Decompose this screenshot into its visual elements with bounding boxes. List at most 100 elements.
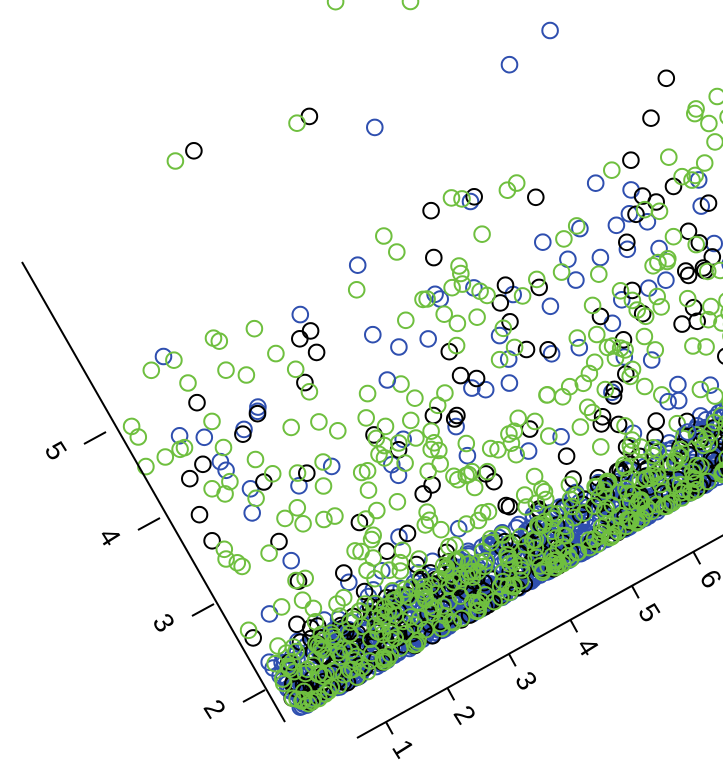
data-point	[396, 580, 415, 599]
y-axis-line	[21, 261, 286, 723]
data-point	[470, 553, 489, 572]
data-point	[239, 621, 258, 640]
data-point	[422, 422, 440, 441]
outlier-point	[500, 55, 519, 74]
data-point	[591, 248, 610, 267]
data-point	[422, 440, 441, 459]
data-point	[714, 452, 723, 470]
data-point	[408, 635, 426, 653]
data-point	[340, 573, 358, 592]
data-point	[366, 569, 384, 588]
data-point	[358, 384, 377, 403]
data-point	[465, 478, 484, 497]
data-point	[188, 393, 206, 412]
data-point	[348, 668, 366, 686]
data-point	[636, 307, 655, 326]
data-point	[541, 297, 560, 316]
data-point	[686, 166, 705, 185]
data-point	[190, 505, 209, 524]
data-point	[457, 434, 476, 453]
data-point	[243, 504, 261, 522]
data-point	[517, 340, 536, 359]
data-point	[499, 576, 517, 595]
data-point	[615, 348, 634, 366]
data-point	[646, 341, 665, 359]
outlier-point	[687, 235, 706, 254]
data-point	[491, 577, 510, 596]
data-point	[390, 528, 408, 546]
data-point	[457, 466, 476, 485]
data-point	[583, 403, 602, 422]
data-point	[497, 496, 516, 515]
data-point	[370, 445, 388, 464]
data-point	[425, 248, 443, 267]
data-point	[570, 338, 589, 357]
data-point	[310, 413, 328, 431]
data-point	[217, 550, 235, 568]
data-point	[468, 308, 486, 327]
data-point	[418, 290, 436, 308]
data-point	[319, 682, 338, 701]
data-point	[617, 479, 635, 498]
data-point	[217, 461, 235, 480]
data-point	[678, 289, 697, 308]
data-point	[618, 233, 636, 252]
data-point	[515, 486, 534, 504]
data-point	[679, 266, 698, 285]
data-point	[301, 322, 320, 340]
data-point	[668, 414, 687, 433]
data-point	[248, 404, 267, 423]
data-point	[620, 511, 638, 530]
data-point	[673, 315, 691, 333]
data-point	[597, 475, 616, 493]
data-point	[393, 541, 412, 560]
data-point	[221, 472, 239, 491]
data-point	[490, 350, 509, 369]
data-point	[501, 555, 519, 573]
data-point	[260, 544, 278, 563]
data-point	[500, 425, 518, 443]
data-point	[375, 227, 393, 245]
data-point	[561, 490, 580, 509]
data-point	[642, 109, 660, 127]
data-point	[307, 635, 325, 653]
data-point	[623, 291, 642, 310]
outlier-point	[678, 423, 697, 441]
data-point	[447, 417, 465, 436]
data-point	[706, 133, 723, 151]
data-point	[717, 461, 723, 478]
outlier-point	[185, 142, 203, 160]
data-point	[307, 343, 326, 362]
data-point	[416, 620, 435, 639]
data-point	[578, 398, 597, 417]
data-point	[575, 504, 594, 522]
data-point	[364, 549, 383, 567]
data-point	[380, 561, 399, 580]
data-point	[535, 483, 554, 501]
data-point	[463, 379, 481, 397]
data-point	[605, 380, 624, 399]
data-point	[526, 412, 544, 431]
data-point	[296, 569, 315, 588]
data-point	[358, 462, 377, 480]
data-point	[664, 177, 683, 196]
data-point	[217, 361, 235, 380]
data-point	[642, 502, 661, 521]
data-point	[507, 174, 526, 192]
data-point	[443, 278, 461, 297]
data-point	[567, 217, 586, 235]
data-point	[580, 364, 599, 383]
data-point	[717, 347, 723, 365]
data-point	[585, 530, 604, 548]
data-point	[509, 409, 528, 428]
data-point	[314, 453, 332, 471]
data-point	[282, 418, 301, 437]
data-point	[383, 582, 402, 600]
data-point	[494, 319, 513, 338]
data-point	[416, 516, 435, 534]
data-point	[449, 470, 467, 489]
data-point	[422, 201, 440, 220]
x-tick-label: 3	[509, 666, 544, 696]
data-point	[718, 292, 723, 309]
data-point	[342, 641, 360, 660]
